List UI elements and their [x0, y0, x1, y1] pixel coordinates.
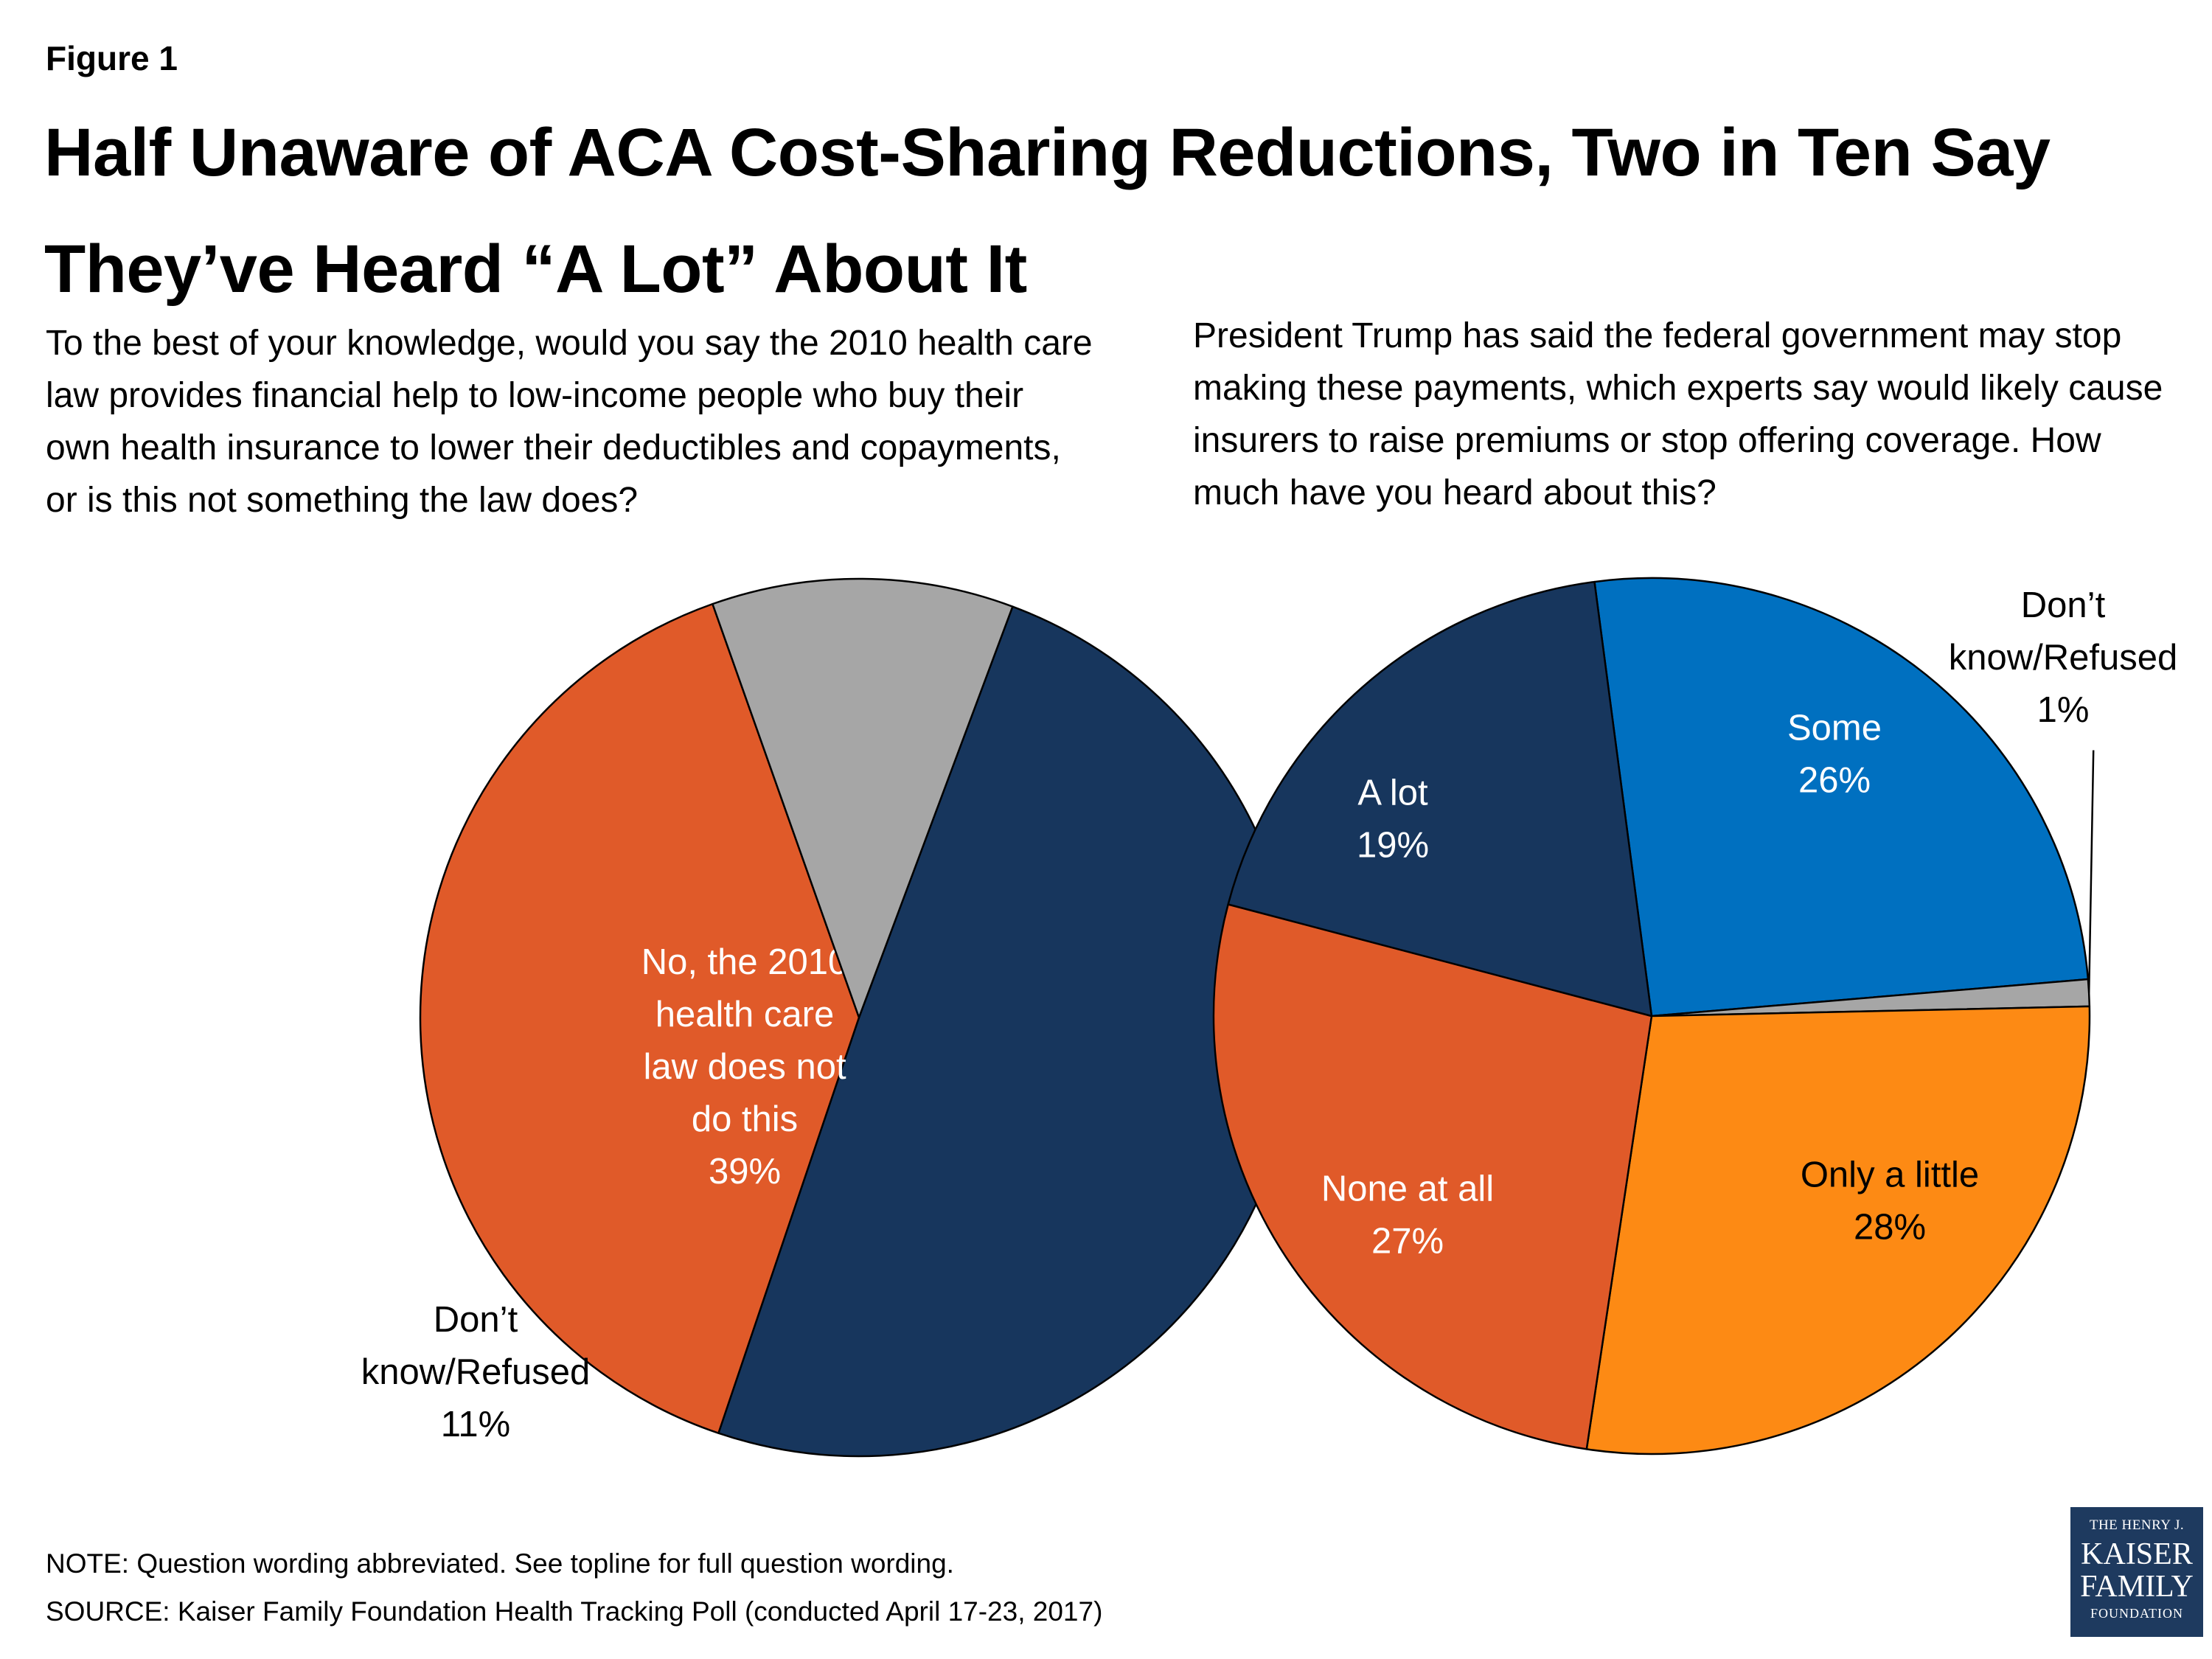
slice-label-only-a-little: Only a little 28% — [1801, 1155, 1979, 1248]
pie-slice-some — [1593, 577, 2090, 1018]
figure-label: Figure 1 — [46, 39, 178, 77]
slice-label-a-lot: A lot 19% — [1357, 773, 1429, 866]
pie-chart-heard-about-payments: Some 26% Don’t know/Refused 1% Only a little 2… — [1212, 577, 2178, 1455]
pie-slice-only-a-little — [1585, 1005, 2091, 1455]
left-question-text: To the best of your knowledge, would you… — [46, 324, 1093, 520]
pie-slice-dont-know-refused — [712, 577, 1014, 1019]
slice-label-some: Some 26% — [1787, 709, 1882, 801]
leader-line-dont-know-refused — [2087, 750, 2095, 993]
slice-label-yes-the-2010-health-care-law-does-this-correct-answer: Yes, the 2010 health care law does this (c… — [170, 890, 447, 1139]
slice-label-dont-know-refused: Don’t know/Refused 1% — [1949, 585, 2178, 730]
pie-chart-awareness: Yes, the 2010 health care law does this (c… — [170, 577, 1299, 1458]
pie-slice-a-lot — [1227, 580, 1653, 1018]
logo-line-1: THE HENRY J. — [2089, 1517, 2185, 1533]
logo-line-4: FOUNDATION — [2090, 1606, 2183, 1621]
kff-logo[interactable]: THE HENRY J. KAISER FAMILY FOUNDATION — [2070, 1507, 2203, 1637]
logo-line-3: FAMILY — [2080, 1570, 2194, 1604]
pie-slice-no-the-2010-health-care-law-does-not-do-this — [419, 602, 860, 1434]
chart-title: Half Unaware of ACA Cost-Sharing Reducti… — [44, 115, 2051, 307]
right-question-text: President Trump has said the federal gov… — [1193, 316, 2163, 512]
pie-slice-none-at-all — [1212, 903, 1653, 1450]
slice-label-no-the-2010-health-care-law-does-not-do-this: No, the 2010 health care law does not do th… — [641, 942, 849, 1192]
slice-label-dont-know-refused: Don’t know/Refused 11% — [361, 1300, 591, 1444]
logo-line-2: KAISER — [2081, 1537, 2193, 1571]
footnote-note: NOTE: Question wording abbreviated. See … — [46, 1548, 954, 1579]
footnote-source: SOURCE: Kaiser Family Foundation Health … — [46, 1596, 1103, 1627]
slice-label-none-at-all: None at all 27% — [1321, 1169, 1494, 1262]
